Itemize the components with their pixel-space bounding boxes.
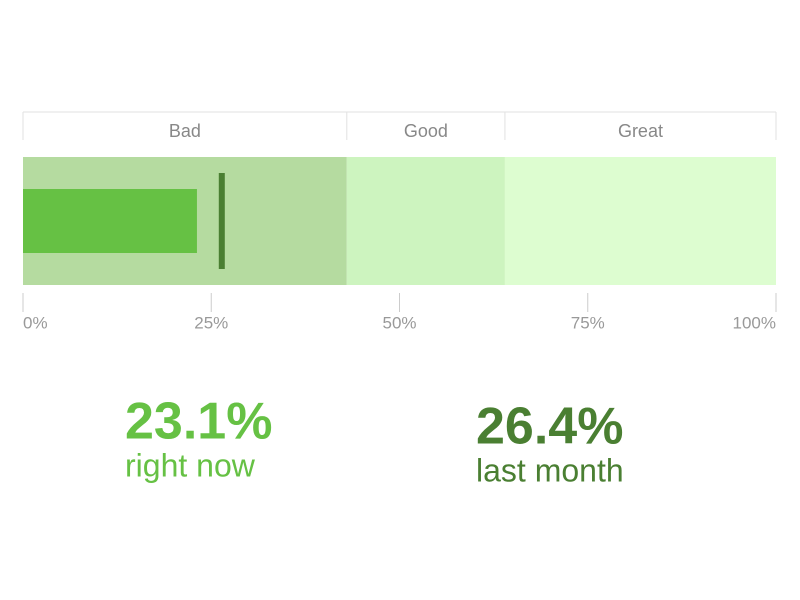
- range-label: Good: [404, 121, 448, 141]
- bar: [23, 189, 197, 253]
- value-label: 26.4%: [476, 398, 623, 456]
- range-label: Bad: [169, 121, 201, 141]
- range-band: [346, 157, 505, 285]
- x-tick-label: 75%: [571, 313, 605, 332]
- legend-label: last month: [476, 452, 624, 488]
- range-label: Great: [618, 121, 663, 141]
- marker: [218, 173, 225, 269]
- range-band: [504, 157, 776, 285]
- x-tick-label: 50%: [382, 313, 416, 332]
- x-tick-label: 25%: [194, 313, 228, 332]
- x-tick-label: 0%: [23, 313, 48, 332]
- x-tick-label: 100%: [733, 313, 776, 332]
- legend-label: right now: [125, 447, 256, 483]
- value-label: 23.1%: [125, 393, 272, 451]
